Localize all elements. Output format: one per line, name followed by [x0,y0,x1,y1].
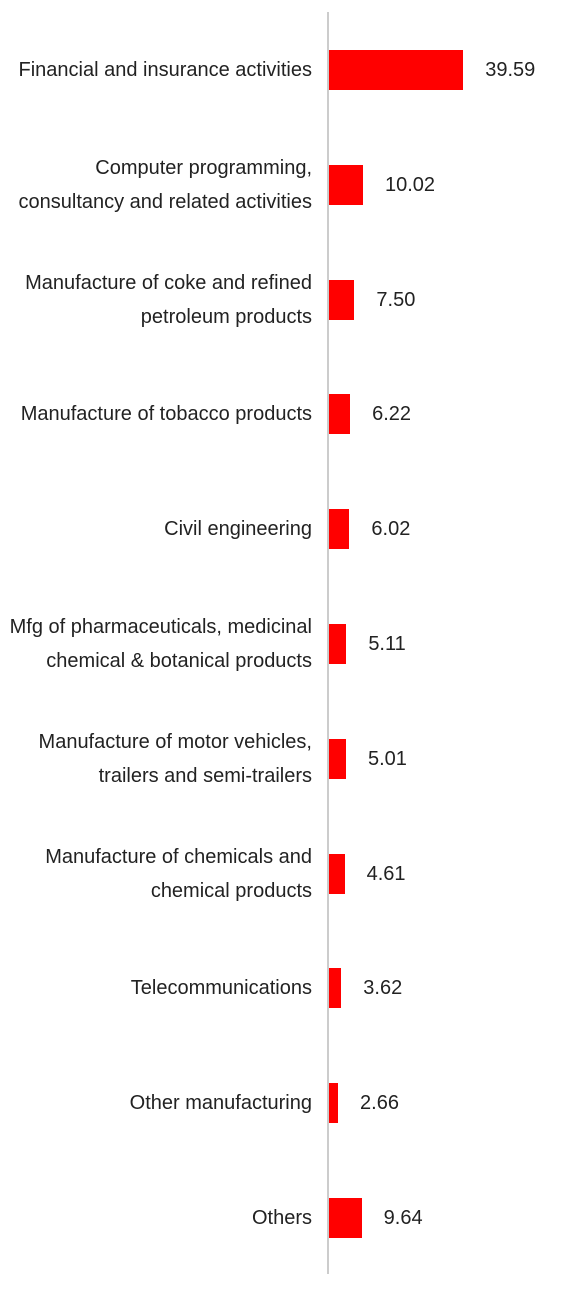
value-label: 39.59 [485,59,536,81]
category-label: Other manufacturing [129,1092,312,1115]
value-label: 5.01 [367,747,407,770]
value-label: 6.02 [371,518,411,541]
category-label: Others [251,1207,312,1229]
category-label: Manufacture of motor vehicles, trailers … [38,730,312,787]
axis-line [327,12,329,1274]
value-label: 6.22 [372,403,412,426]
bar [329,509,350,550]
value-label: 7.50 [376,288,416,311]
bar [329,394,351,435]
value-label: 4.61 [366,862,406,885]
category-label: Civil engineering [164,518,312,541]
category-label: Financial and insurance activities [18,59,313,81]
category-label: Manufacture of tobacco products [20,403,312,426]
bar [329,279,355,320]
category-label: Manufacture of chemicals and chemical pr… [45,845,312,902]
value-label: 2.66 [360,1092,399,1115]
bar [329,624,347,664]
bar [329,853,345,894]
category-label: Mfg of pharmaceuticals, medicinal chemic… [9,616,312,672]
category-label: Manufacture of coke and refined petroleu… [25,271,312,328]
value-label: 5.11 [368,633,406,655]
bar [329,738,346,779]
value-label: 10.02 [384,173,436,196]
bar [329,1083,339,1124]
value-label: 3.62 [363,977,403,1000]
bar [329,50,464,90]
bar [329,968,342,1009]
category-label: Computer programming, consultancy and re… [18,156,313,213]
category-label: Telecommunications [130,977,312,1000]
bar [329,1198,362,1238]
value-label: 9.64 [383,1207,423,1229]
bar [329,164,363,205]
